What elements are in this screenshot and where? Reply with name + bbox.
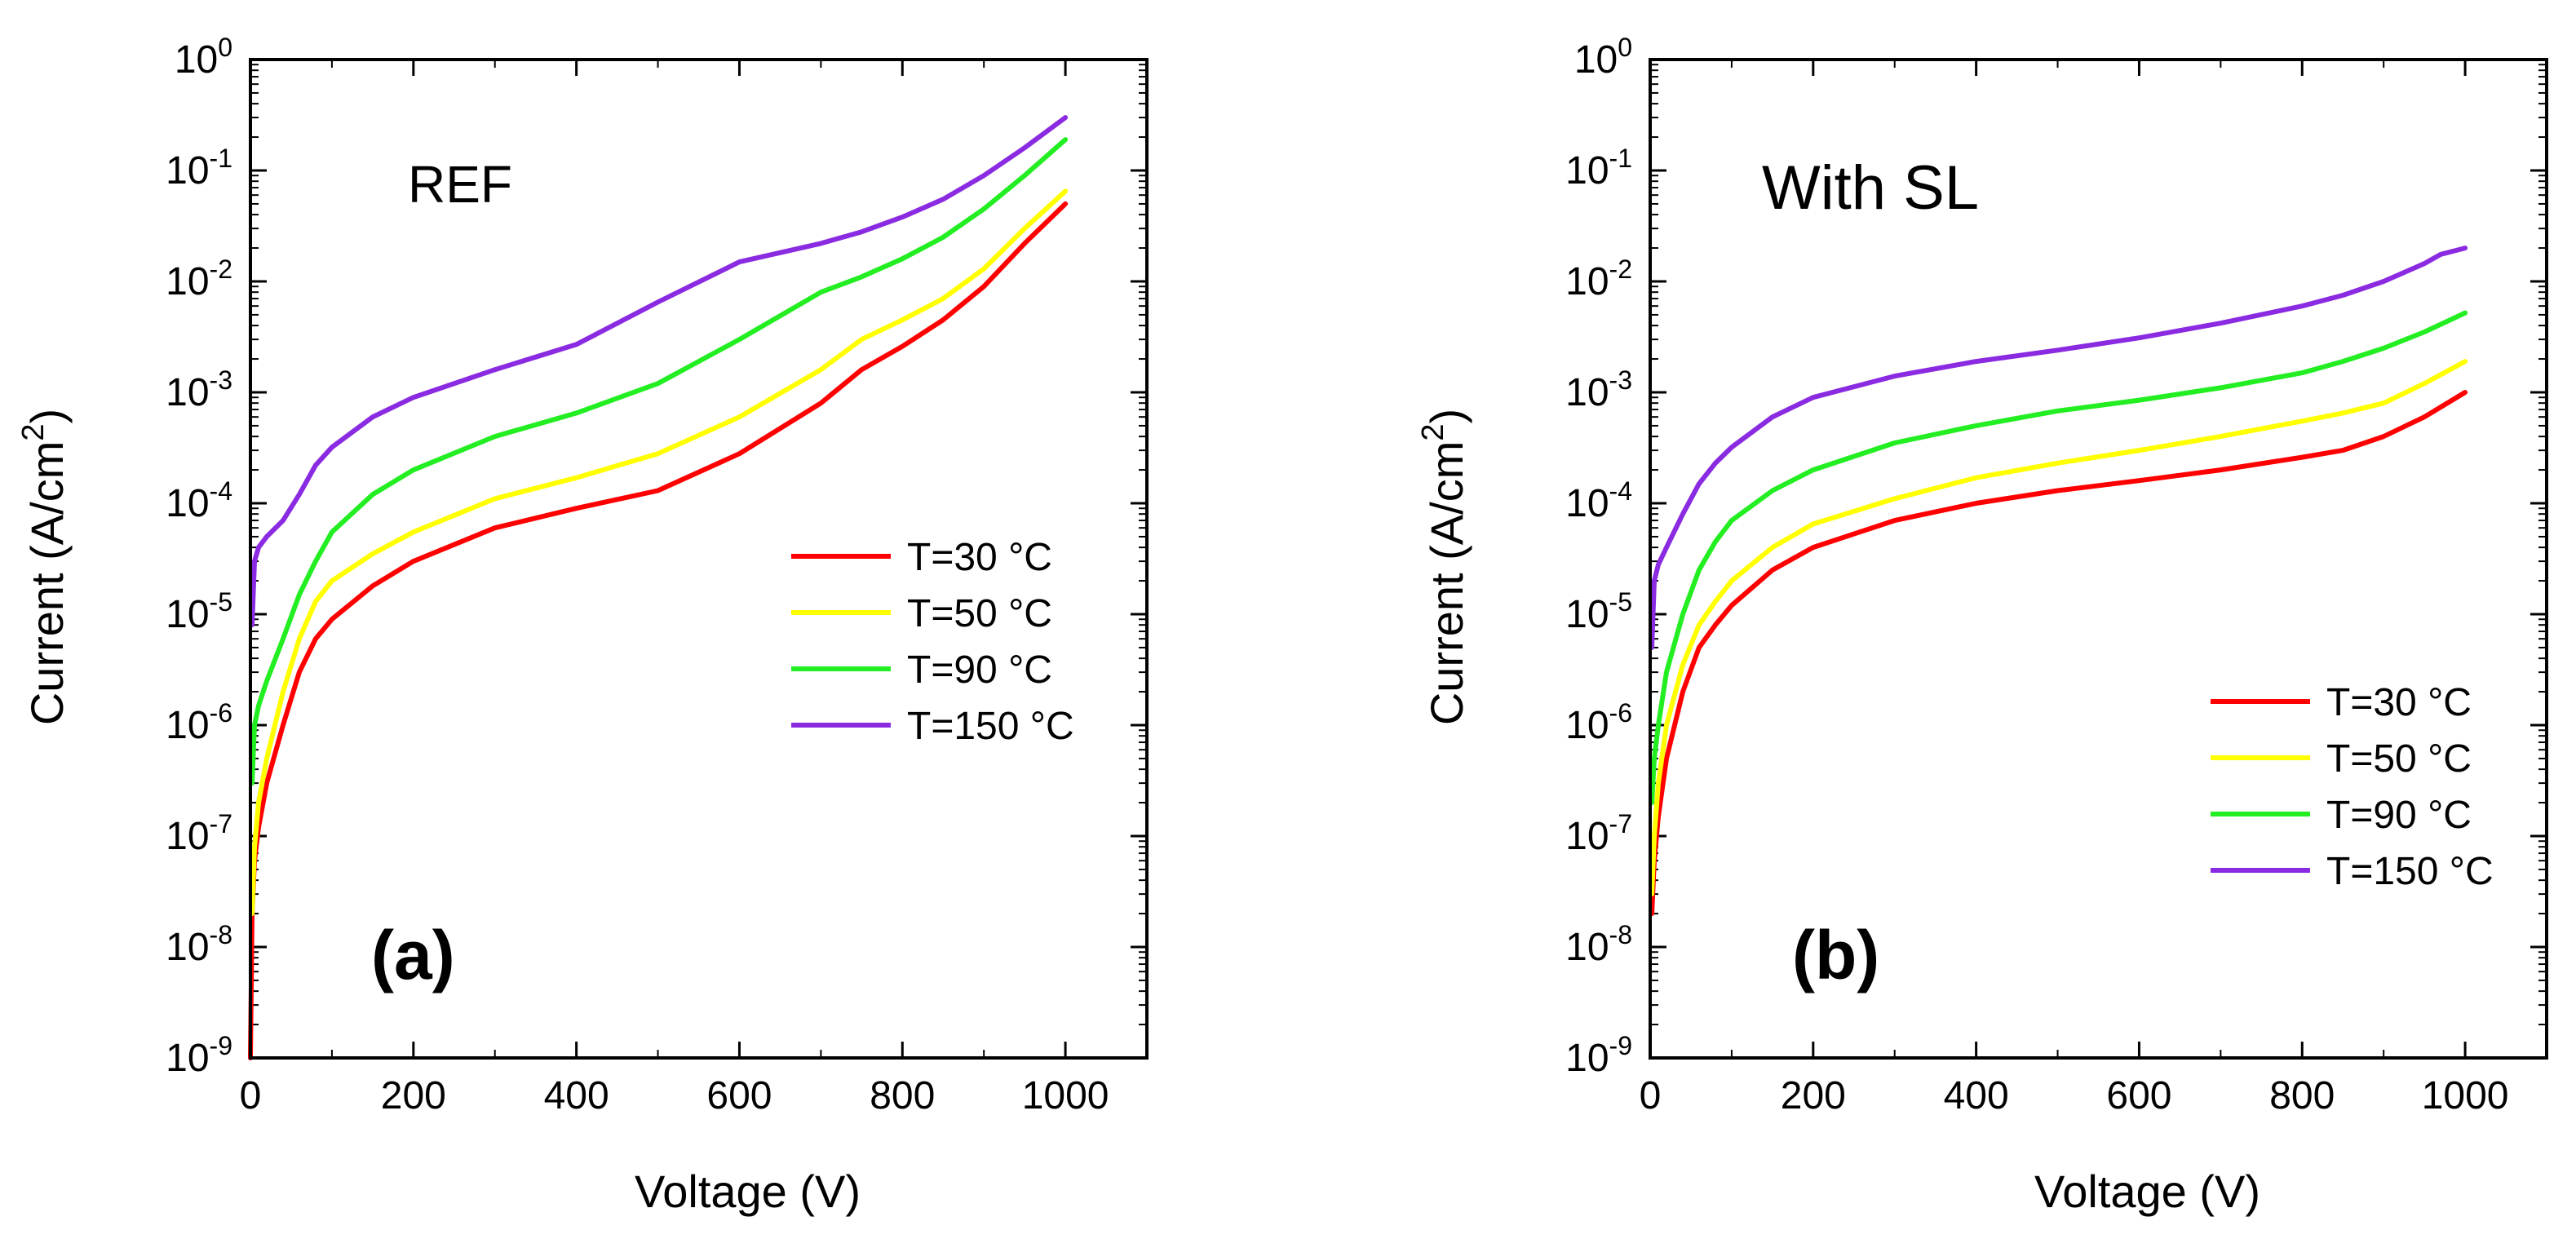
x-tick-label: 800: [870, 1074, 935, 1117]
x-tick-label: 400: [1944, 1074, 2009, 1117]
x-tick-label: 0: [1640, 1074, 1662, 1117]
y-tick-label: 10-7: [1565, 809, 1632, 858]
plot-frame: [1649, 58, 2548, 1060]
series-line: [1649, 390, 2468, 917]
y-tick-label: 10-2: [1565, 254, 1632, 303]
y-tick-label: 10-9: [166, 1031, 232, 1080]
y-tick-label: 10-1: [166, 144, 232, 192]
series-line: [1649, 246, 2468, 650]
legend-label: T=30 °C: [907, 536, 1052, 579]
series-line: [1649, 310, 2468, 806]
y-tick-label: 10-3: [1565, 365, 1632, 414]
legend-label: T=30 °C: [2326, 681, 2472, 724]
legend-label: T=150 °C: [907, 705, 1074, 748]
series-line: [248, 201, 1069, 1060]
series-line: [250, 137, 1069, 786]
panel-a: 10-910-810-710-610-510-410-310-210-11000…: [16, 33, 1149, 1217]
legend-label: T=150 °C: [2326, 850, 2494, 893]
panel-label: (b): [1792, 917, 1879, 993]
y-tick-label: 10-8: [166, 920, 232, 969]
x-tick-label: 200: [1781, 1074, 1846, 1117]
y-tick-label: 10-6: [1565, 698, 1632, 747]
x-tick-label: 400: [544, 1074, 609, 1117]
x-tick-label: 1000: [1022, 1074, 1109, 1117]
panel-annotation: With SL: [1762, 153, 1979, 223]
legend-label: T=50 °C: [907, 592, 1052, 635]
series-line: [250, 115, 1069, 628]
y-tick-label: 10-5: [1565, 587, 1632, 636]
x-axis-title: Voltage (V): [635, 1166, 861, 1217]
x-tick-label: 1000: [2422, 1074, 2509, 1117]
legend-label: T=50 °C: [2326, 737, 2472, 781]
y-axis-title: Current (A/cm2): [1416, 409, 1472, 725]
series-line: [250, 188, 1069, 917]
series-line: [1649, 359, 2468, 897]
legend-label: T=90 °C: [2326, 794, 2472, 837]
panel-b: 10-910-810-710-610-510-410-310-210-11000…: [1416, 33, 2548, 1217]
y-tick-label: 10-1: [1565, 144, 1632, 192]
y-tick-label: 10-6: [166, 698, 232, 747]
y-tick-label: 100: [175, 33, 232, 82]
y-tick-label: 10-9: [1565, 1031, 1632, 1080]
y-tick-label: 10-4: [1565, 476, 1632, 525]
panel-label: (a): [371, 917, 455, 993]
x-tick-label: 600: [2106, 1074, 2171, 1117]
y-axis-title: Current (A/cm2): [16, 409, 73, 725]
y-tick-label: 100: [1574, 33, 1632, 82]
legend-label: T=90 °C: [907, 648, 1052, 692]
y-tick-label: 10-3: [166, 365, 232, 414]
plot-frame: [249, 58, 1149, 1060]
y-tick-label: 10-2: [166, 254, 232, 303]
y-tick-label: 10-8: [1565, 920, 1632, 969]
panel-annotation: REF: [408, 155, 512, 214]
x-tick-label: 200: [381, 1074, 446, 1117]
x-tick-label: 0: [240, 1074, 262, 1117]
y-tick-label: 10-5: [166, 587, 232, 636]
x-axis-title: Voltage (V): [2034, 1166, 2260, 1217]
y-tick-label: 10-4: [166, 476, 232, 525]
x-tick-label: 800: [2269, 1074, 2335, 1117]
y-tick-label: 10-7: [166, 809, 232, 858]
x-tick-label: 600: [706, 1074, 772, 1117]
